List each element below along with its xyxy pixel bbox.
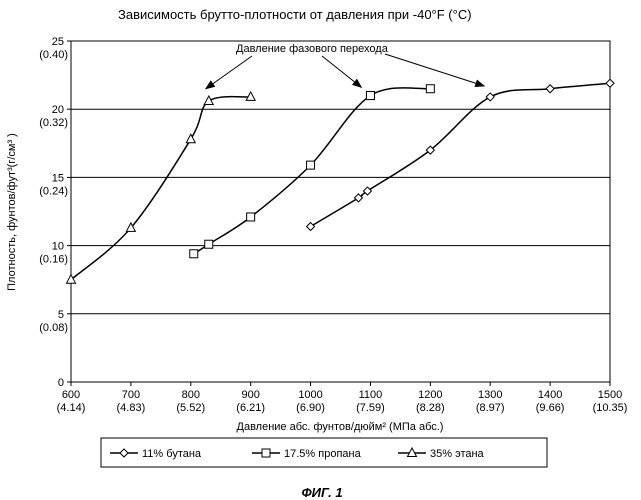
x-tick-sublabel-9: (10.35) (593, 402, 628, 414)
x-tick-sublabel-6: (8.28) (416, 402, 445, 414)
x-tick-sublabel-0: (4.14) (57, 402, 86, 414)
y-tick-label-3: 15 (52, 172, 64, 184)
legend-label-0: 11% бутана (142, 448, 202, 460)
x-tick-sublabel-7: (8.97) (476, 402, 505, 414)
data-point-1-0 (190, 250, 198, 258)
data-point-1-3 (307, 161, 315, 169)
legend-marker-1 (262, 449, 270, 457)
data-point-1-2 (247, 213, 255, 221)
y-tick-sublabel-3: (0.24) (39, 185, 68, 197)
y-tick-sublabel-5: (0.40) (39, 49, 68, 61)
plot-area (71, 41, 610, 382)
y-tick-sublabel-2: (0.16) (39, 254, 68, 266)
data-point-1-5 (366, 92, 374, 100)
x-tick-label-0: 600 (62, 389, 80, 401)
x-tick-sublabel-4: (6.90) (296, 402, 325, 414)
x-tick-label-2: 800 (182, 389, 200, 401)
x-tick-sublabel-2: (5.52) (176, 402, 205, 414)
x-tick-label-1: 700 (122, 389, 140, 401)
y-tick-label-1: 5 (58, 309, 64, 321)
chart-title: Зависимость брутто-плотности от давления… (118, 7, 472, 22)
x-tick-label-4: 1000 (298, 389, 322, 401)
data-point-1-1 (205, 240, 213, 248)
figure-caption: ФИГ. 1 (301, 485, 342, 500)
y-tick-sublabel-4: (0.32) (39, 117, 68, 129)
y-tick-label-4: 20 (52, 104, 64, 116)
x-axis-label: Давление абс. фунтов/дюйм² (МПа абс.) (237, 421, 444, 433)
x-tick-label-6: 1200 (418, 389, 442, 401)
x-tick-label-7: 1300 (478, 389, 502, 401)
x-tick-label-5: 1100 (359, 389, 383, 401)
y-tick-label-5: 25 (52, 36, 64, 48)
y-axis: 0 5(0.08) 10(0.16) 15(0.24) 20(0.32) 25(0.40) (39, 36, 71, 389)
x-tick-label-9: 1500 (598, 389, 622, 401)
legend-label-1: 17.5% пропана (284, 448, 362, 460)
x-axis: 600(4.14) 700(4.83) 800(5.52) 900(6.21) 1000… (57, 382, 628, 414)
x-tick-sublabel-8: (9.66) (536, 402, 565, 414)
x-tick-label-8: 1400 (538, 389, 562, 401)
x-tick-sublabel-1: (4.83) (117, 402, 146, 414)
y-tick-label-2: 10 (52, 241, 64, 253)
x-tick-label-3: 900 (241, 389, 259, 401)
data-point-1-6 (426, 85, 434, 93)
legend-label-2: 35% этана (430, 448, 485, 460)
x-tick-sublabel-5: (7.59) (356, 402, 385, 414)
y-axis-label: Плотность, фунтов/фут³(г/см³ ) (6, 133, 18, 291)
y-tick-sublabel-1: (0.08) (39, 322, 68, 334)
x-tick-sublabel-3: (6.21) (236, 402, 265, 414)
annotation-label: Давление фазового перехода (236, 43, 389, 55)
y-tick-label-0: 0 (58, 377, 64, 389)
